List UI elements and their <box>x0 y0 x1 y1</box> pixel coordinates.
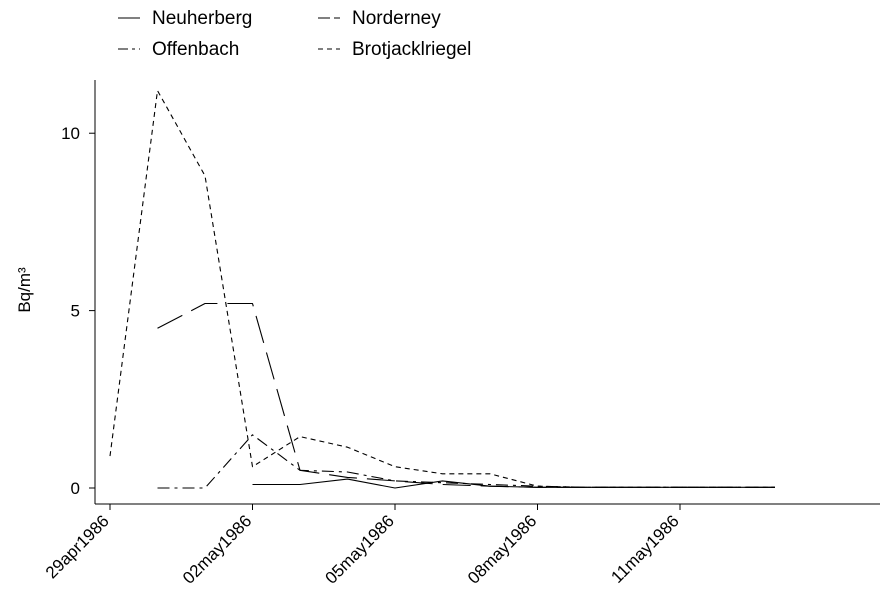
legend: Neuherberg Norderney Offenbach Brotjacklrie… <box>118 8 471 60</box>
legend-label-brotjacklriegel: Brotjacklriegel <box>352 39 471 60</box>
plot-area <box>109 90 775 489</box>
legend-label-neuherberg: Neuherberg <box>152 8 252 29</box>
series-line-norderney <box>157 302 775 488</box>
x-tick-label: 11may1986 <box>607 511 682 586</box>
series-line-brotjacklriegel <box>109 90 775 488</box>
x-tick-label: 02may1986 <box>179 511 255 587</box>
y-axis-label: Bq/m³ <box>15 267 34 313</box>
y-tick-label: 10 <box>61 124 80 143</box>
x-tick-label: 29apr1986 <box>42 511 113 582</box>
x-tick-label: 08may1986 <box>464 511 540 587</box>
x-ticks: 29apr1986 02may1986 05may1986 08may1986 11ma… <box>42 504 683 588</box>
y-ticks: 0 5 10 <box>61 124 95 498</box>
axes: Bq/m³ <box>15 80 880 505</box>
y-tick-label: 0 <box>71 479 80 498</box>
x-tick-label: 05may1986 <box>322 511 398 587</box>
legend-label-offenbach: Offenbach <box>152 39 239 60</box>
series-line-offenbach <box>157 434 775 489</box>
legend-label-norderney: Norderney <box>352 8 441 29</box>
y-tick-label: 5 <box>71 302 80 321</box>
